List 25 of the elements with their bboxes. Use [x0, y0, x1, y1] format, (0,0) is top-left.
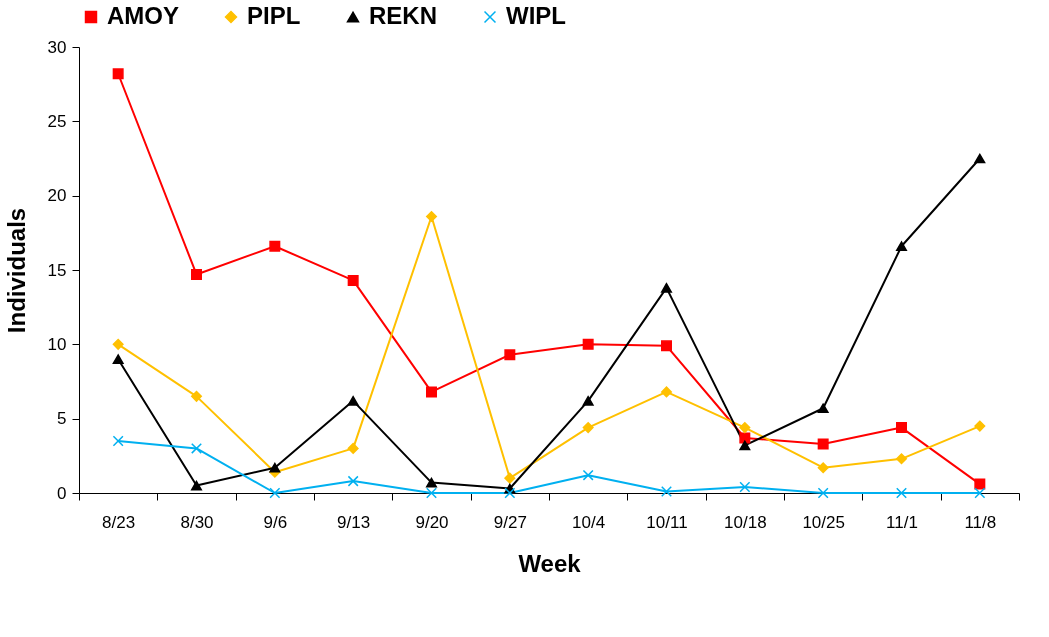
x-tick-label: 9/13 — [337, 512, 371, 532]
legend-label: WIPL — [506, 2, 566, 29]
legend-label: REKN — [369, 2, 438, 29]
x-tick-label: 11/1 — [886, 512, 918, 532]
x-axis-title: Week — [518, 549, 582, 577]
x-tick-label: 11/8 — [964, 512, 997, 532]
x-tick-label: 10/11 — [646, 512, 688, 532]
x-tick-label: 8/23 — [102, 512, 136, 532]
y-tick-label: 5 — [57, 409, 67, 429]
y-tick-label: 25 — [47, 111, 67, 131]
x-tick-label: 10/4 — [572, 512, 606, 532]
x-tick-label: 10/18 — [724, 512, 767, 532]
y-tick-label: 30 — [47, 37, 67, 57]
x-tick-label: 8/30 — [180, 512, 214, 532]
y-tick-label: 10 — [47, 334, 67, 354]
y-axis-title: Individuals — [2, 207, 30, 334]
legend-label: AMOY — [107, 2, 179, 29]
x-tick-label: 9/20 — [415, 512, 449, 532]
x-tick-label: 9/27 — [493, 512, 527, 532]
x-tick-label: 9/6 — [263, 512, 288, 532]
x-tick-label: 10/25 — [802, 512, 845, 532]
y-tick-label: 15 — [47, 260, 67, 280]
y-tick-label: 0 — [57, 483, 67, 503]
legend-label: PIPL — [247, 2, 301, 29]
y-tick-label: 20 — [47, 186, 67, 206]
